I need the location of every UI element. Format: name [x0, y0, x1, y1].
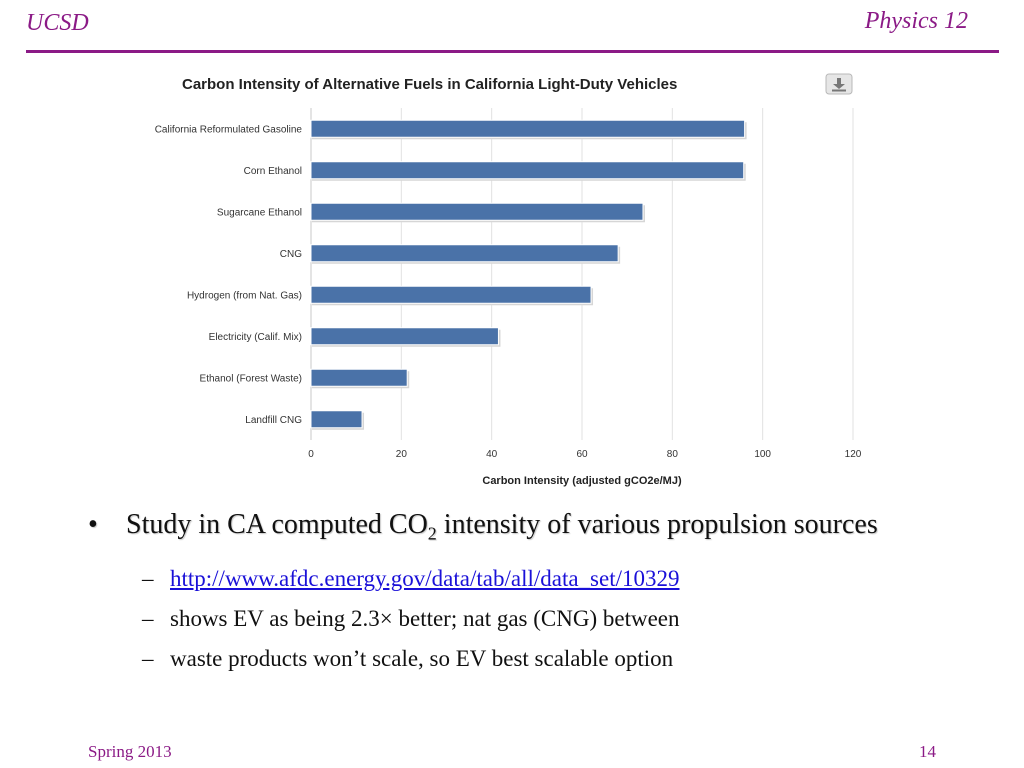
download-button[interactable]	[825, 73, 853, 95]
sub-bullet-text: shows EV as being 2.3× better; nat gas (…	[170, 605, 680, 631]
bullet-dot: •	[88, 509, 98, 540]
category-label: Ethanol (Forest Waste)	[200, 373, 302, 384]
x-tick-label: 60	[576, 449, 588, 460]
sub-bullet-dash: –	[142, 565, 154, 591]
slide-bullets: • Study in CA computed CO2 intensity of …	[88, 506, 988, 679]
main-bullet-text-prefix: Study in CA computed CO	[126, 509, 428, 540]
category-label: California Reformulated Gasoline	[155, 124, 303, 135]
category-label: Hydrogen (from Nat. Gas)	[187, 290, 302, 301]
category-label: Electricity (Calif. Mix)	[209, 332, 302, 343]
main-bullet-subscript: 2	[427, 523, 437, 544]
category-label: Sugarcane Ethanol	[217, 207, 302, 218]
sub-bullet-link: – http://www.afdc.energy.gov/data/tab/al…	[88, 559, 988, 599]
sub-bullet-dash: –	[142, 645, 154, 671]
x-tick-label: 80	[667, 449, 679, 460]
sub-bullet-dash: –	[142, 605, 154, 631]
bar	[310, 327, 499, 346]
sub-bullet-text: waste products won’t scale, so EV best s…	[170, 645, 674, 671]
bar	[310, 368, 408, 387]
bar	[310, 410, 363, 429]
chart-category-labels: California Reformulated Gasoline Corn Eth…	[155, 124, 303, 426]
category-label: Corn Ethanol	[244, 166, 302, 177]
x-tick-label: 100	[754, 449, 771, 460]
header-course-title: Physics 12	[864, 8, 968, 34]
chart-x-tick-labels: 0 20 40 60 80 100 120	[308, 449, 862, 460]
x-tick-label: 40	[486, 449, 498, 460]
sub-bullet-waste-products: – waste products won’t scale, so EV best…	[88, 639, 988, 679]
carbon-intensity-chart: Carbon Intensity of Alternative Fuels in…	[155, 73, 862, 487]
x-axis-title: Carbon Intensity (adjusted gCO2e/MJ)	[482, 475, 682, 487]
bar	[310, 119, 746, 138]
chart-title: Carbon Intensity of Alternative Fuels in…	[182, 76, 677, 93]
bar	[310, 285, 592, 304]
footer-term: Spring 2013	[88, 742, 172, 761]
chart-bars	[310, 119, 747, 430]
category-label: CNG	[280, 249, 302, 260]
slide-number: 14	[919, 742, 936, 761]
x-tick-label: 120	[845, 449, 862, 460]
x-tick-label: 20	[396, 449, 408, 460]
download-icon	[832, 78, 846, 92]
header-rule	[26, 50, 999, 53]
bar	[310, 161, 745, 180]
sub-bullet-ev-comparison: – shows EV as being 2.3× better; nat gas…	[88, 599, 988, 639]
bar	[310, 202, 644, 221]
main-bullet: • Study in CA computed CO2 intensity of …	[88, 506, 988, 553]
data-source-link[interactable]: http://www.afdc.energy.gov/data/tab/all/…	[170, 565, 680, 591]
header-course-school: UCSD	[26, 10, 89, 36]
bar	[310, 244, 619, 263]
category-label: Landfill CNG	[245, 415, 302, 426]
x-tick-label: 0	[308, 449, 314, 460]
main-bullet-text-suffix: intensity of various propulsion sources	[436, 509, 878, 540]
chart-gridlines	[310, 108, 854, 440]
